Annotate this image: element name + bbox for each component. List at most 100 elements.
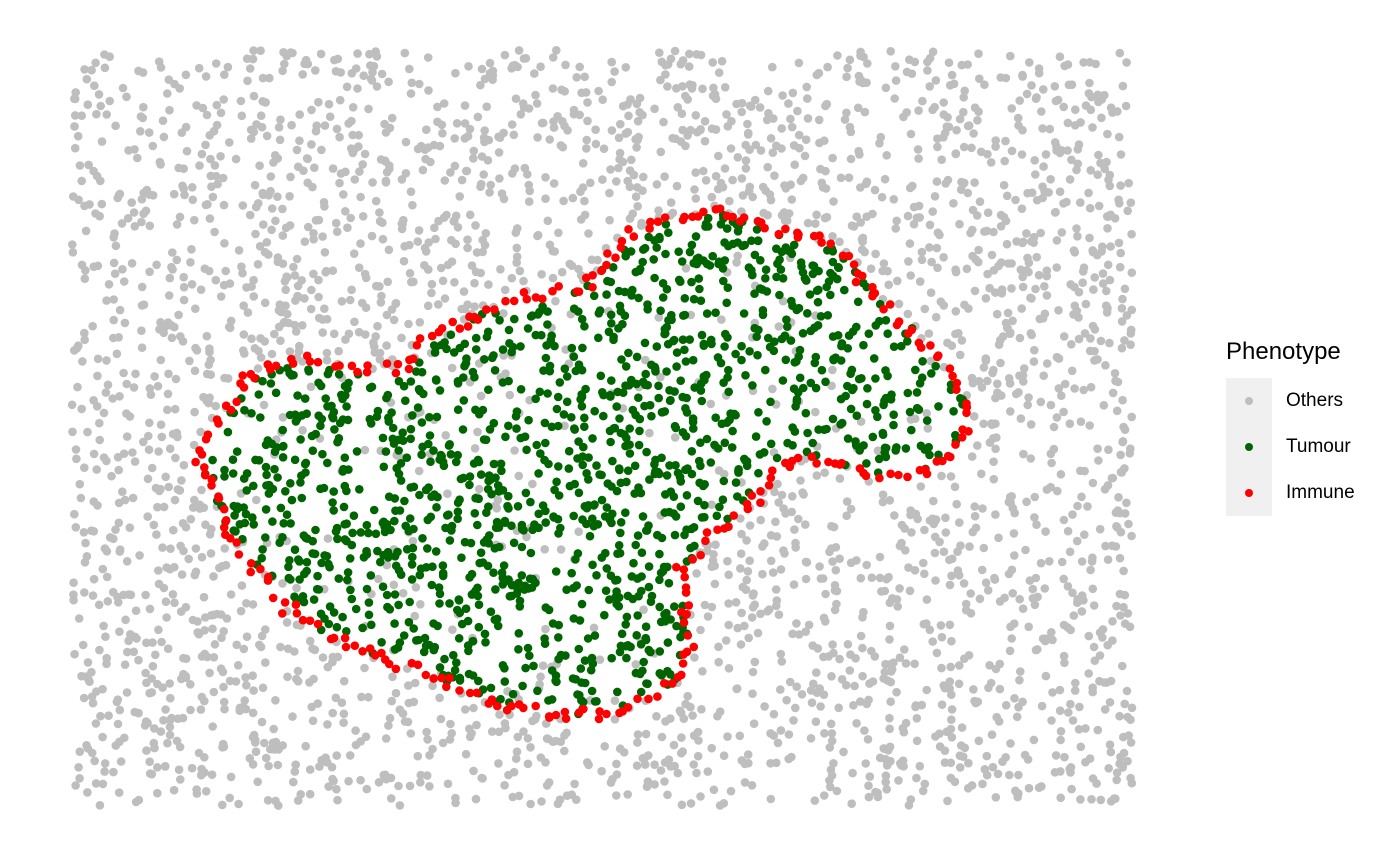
point-tumour <box>453 379 463 388</box>
point-tumour <box>623 466 633 476</box>
point-tumour <box>330 425 339 434</box>
point-tumour <box>577 599 587 609</box>
point-others <box>1031 94 1041 103</box>
point-tumour <box>613 387 622 397</box>
point-immune <box>302 351 312 361</box>
point-immune <box>633 694 642 704</box>
legend-label-immune: Immune <box>1286 482 1355 503</box>
point-others <box>1001 701 1011 710</box>
point-tumour <box>840 285 849 295</box>
point-others <box>968 205 978 215</box>
point-tumour <box>417 450 426 460</box>
point-tumour <box>670 421 680 431</box>
point-others <box>423 301 433 311</box>
point-others <box>238 201 248 210</box>
point-tumour <box>655 549 664 559</box>
point-others <box>905 586 915 596</box>
point-others <box>410 678 420 688</box>
point-others <box>1022 89 1032 99</box>
point-others <box>684 62 694 71</box>
point-others <box>532 99 542 108</box>
point-others <box>320 202 329 211</box>
point-others <box>1079 58 1088 67</box>
point-others <box>979 543 989 553</box>
point-others <box>1085 203 1095 213</box>
point-tumour <box>772 453 782 463</box>
point-others <box>416 600 425 609</box>
point-others <box>1114 238 1124 248</box>
point-tumour <box>552 404 562 414</box>
point-tumour <box>639 245 648 254</box>
point-others <box>237 111 247 121</box>
point-tumour <box>469 459 479 468</box>
point-others <box>1085 233 1094 243</box>
point-tumour <box>700 480 709 489</box>
point-others <box>1024 622 1033 632</box>
point-others <box>983 208 993 217</box>
point-others <box>303 222 313 232</box>
point-tumour <box>567 413 576 422</box>
point-others <box>120 660 130 669</box>
point-tumour <box>606 310 616 320</box>
point-tumour <box>451 457 461 467</box>
point-others <box>248 671 257 680</box>
point-others <box>909 219 919 229</box>
point-tumour <box>270 464 279 474</box>
point-others <box>714 151 723 161</box>
point-others <box>812 471 822 480</box>
point-others <box>83 788 92 797</box>
point-tumour <box>641 369 650 379</box>
point-others <box>267 204 277 213</box>
point-others <box>234 246 244 255</box>
point-tumour <box>425 412 434 422</box>
point-tumour <box>415 570 425 580</box>
point-others <box>713 184 723 194</box>
point-others <box>248 54 258 64</box>
point-others <box>310 645 320 655</box>
point-others <box>1093 444 1102 454</box>
point-others <box>290 767 300 776</box>
point-others <box>794 514 803 524</box>
legend: Phenotype Others Tumour Immune <box>1226 338 1355 516</box>
point-tumour <box>655 575 664 585</box>
point-others <box>1064 708 1073 717</box>
point-others <box>192 785 201 794</box>
point-others <box>1120 284 1130 294</box>
point-others <box>300 294 309 303</box>
point-others <box>112 349 122 359</box>
point-others <box>493 495 503 505</box>
point-others <box>1098 633 1107 642</box>
point-others <box>879 259 889 268</box>
point-others <box>115 545 125 554</box>
point-tumour <box>444 510 453 519</box>
point-others <box>989 227 998 237</box>
point-tumour <box>464 646 473 656</box>
point-immune <box>624 225 633 234</box>
point-tumour <box>329 487 339 496</box>
point-immune <box>644 694 653 704</box>
point-tumour <box>345 554 355 563</box>
point-tumour <box>471 333 481 343</box>
point-tumour <box>582 503 592 513</box>
point-others <box>994 717 1004 726</box>
point-tumour <box>349 511 359 520</box>
point-others <box>1123 206 1132 216</box>
point-tumour <box>242 486 251 495</box>
point-others <box>360 663 369 673</box>
point-tumour <box>338 612 347 622</box>
point-tumour <box>340 481 350 491</box>
point-others <box>807 698 817 707</box>
point-tumour <box>588 560 597 570</box>
point-tumour <box>655 234 664 244</box>
point-tumour <box>553 421 563 431</box>
point-others <box>828 232 837 241</box>
legend-label-others: Others <box>1286 390 1344 411</box>
point-others <box>191 304 200 314</box>
point-immune <box>824 457 833 467</box>
point-immune <box>753 216 763 226</box>
point-others <box>766 531 776 540</box>
point-others <box>158 543 167 552</box>
point-others <box>248 600 258 609</box>
point-others <box>170 598 179 608</box>
point-others <box>569 105 579 115</box>
